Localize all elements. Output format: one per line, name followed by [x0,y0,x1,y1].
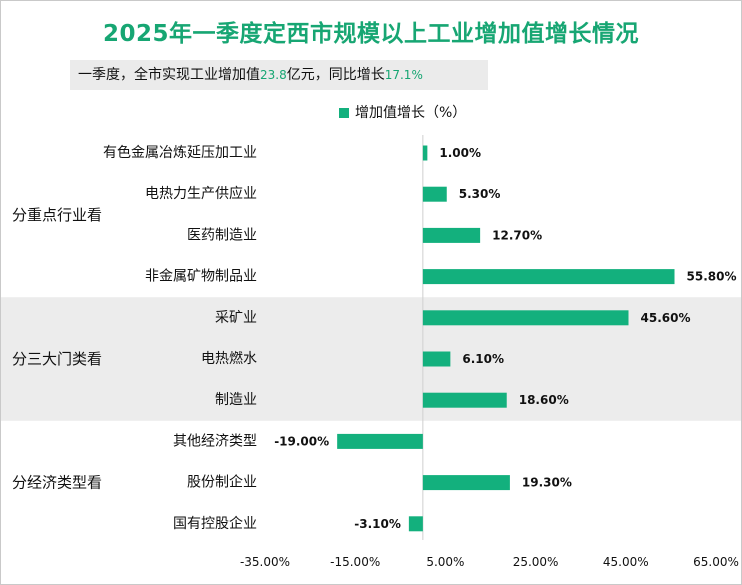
summary-value: 23.8 [260,68,287,82]
data-label: 6.10% [462,352,504,366]
chart-title: 2025年一季度定西市规模以上工业增加值增长情况 [102,21,639,47]
category-label: 医药制造业 [187,227,257,243]
data-label: 55.80% [687,270,737,284]
legend-label: 增加值增长（%） [355,105,466,121]
bar [422,145,428,161]
summary-growth: 17.1% [384,68,423,82]
legend-swatch [339,108,349,118]
summary-text-2: 亿元，同比增长 [286,67,385,83]
bar [408,516,423,532]
category-label: 采矿业 [215,310,257,326]
data-label: 45.60% [641,311,691,325]
data-label: 19.30% [522,476,572,490]
bar [422,475,510,491]
bar [422,351,451,367]
x-tick-label: 5.00% [426,555,464,569]
category-label: 非金属矿物制品业 [145,269,257,285]
x-tick-label: -35.00% [240,555,290,569]
category-label: 有色金属冶炼延压加工业 [103,144,257,161]
category-label: 电热燃水 [201,350,257,367]
bar [422,186,447,202]
bar [422,227,481,243]
bar [422,269,675,285]
data-label: 1.00% [439,146,481,160]
summary-text-1: 一季度，全市实现工业增加值 [78,67,260,83]
x-tick-label: 25.00% [513,555,559,569]
x-tick-label: -15.00% [330,555,380,569]
summary-box: 一季度，全市实现工业增加值23.8亿元，同比增长17.1% [70,60,488,90]
x-tick-label: 45.00% [603,555,649,569]
data-label: -19.00% [274,434,329,448]
category-label: 股份制企业 [187,474,257,491]
category-label: 制造业 [215,392,257,408]
group-label: 分重点行业看 [12,206,102,224]
data-label: 18.60% [519,393,569,407]
bar [337,433,423,449]
group-label: 分三大门类看 [12,350,102,368]
bar [422,392,507,408]
group-band [1,297,741,421]
category-label: 其他经济类型 [173,433,257,449]
bar [422,310,629,326]
data-label: 5.30% [459,187,501,201]
group-label: 分经济类型看 [12,474,102,492]
category-label: 电热力生产供应业 [145,185,257,202]
category-label: 国有控股企业 [173,515,257,532]
data-label: -3.10% [354,517,401,531]
x-tick-label: 65.00% [693,555,739,569]
data-label: 12.70% [492,228,542,242]
